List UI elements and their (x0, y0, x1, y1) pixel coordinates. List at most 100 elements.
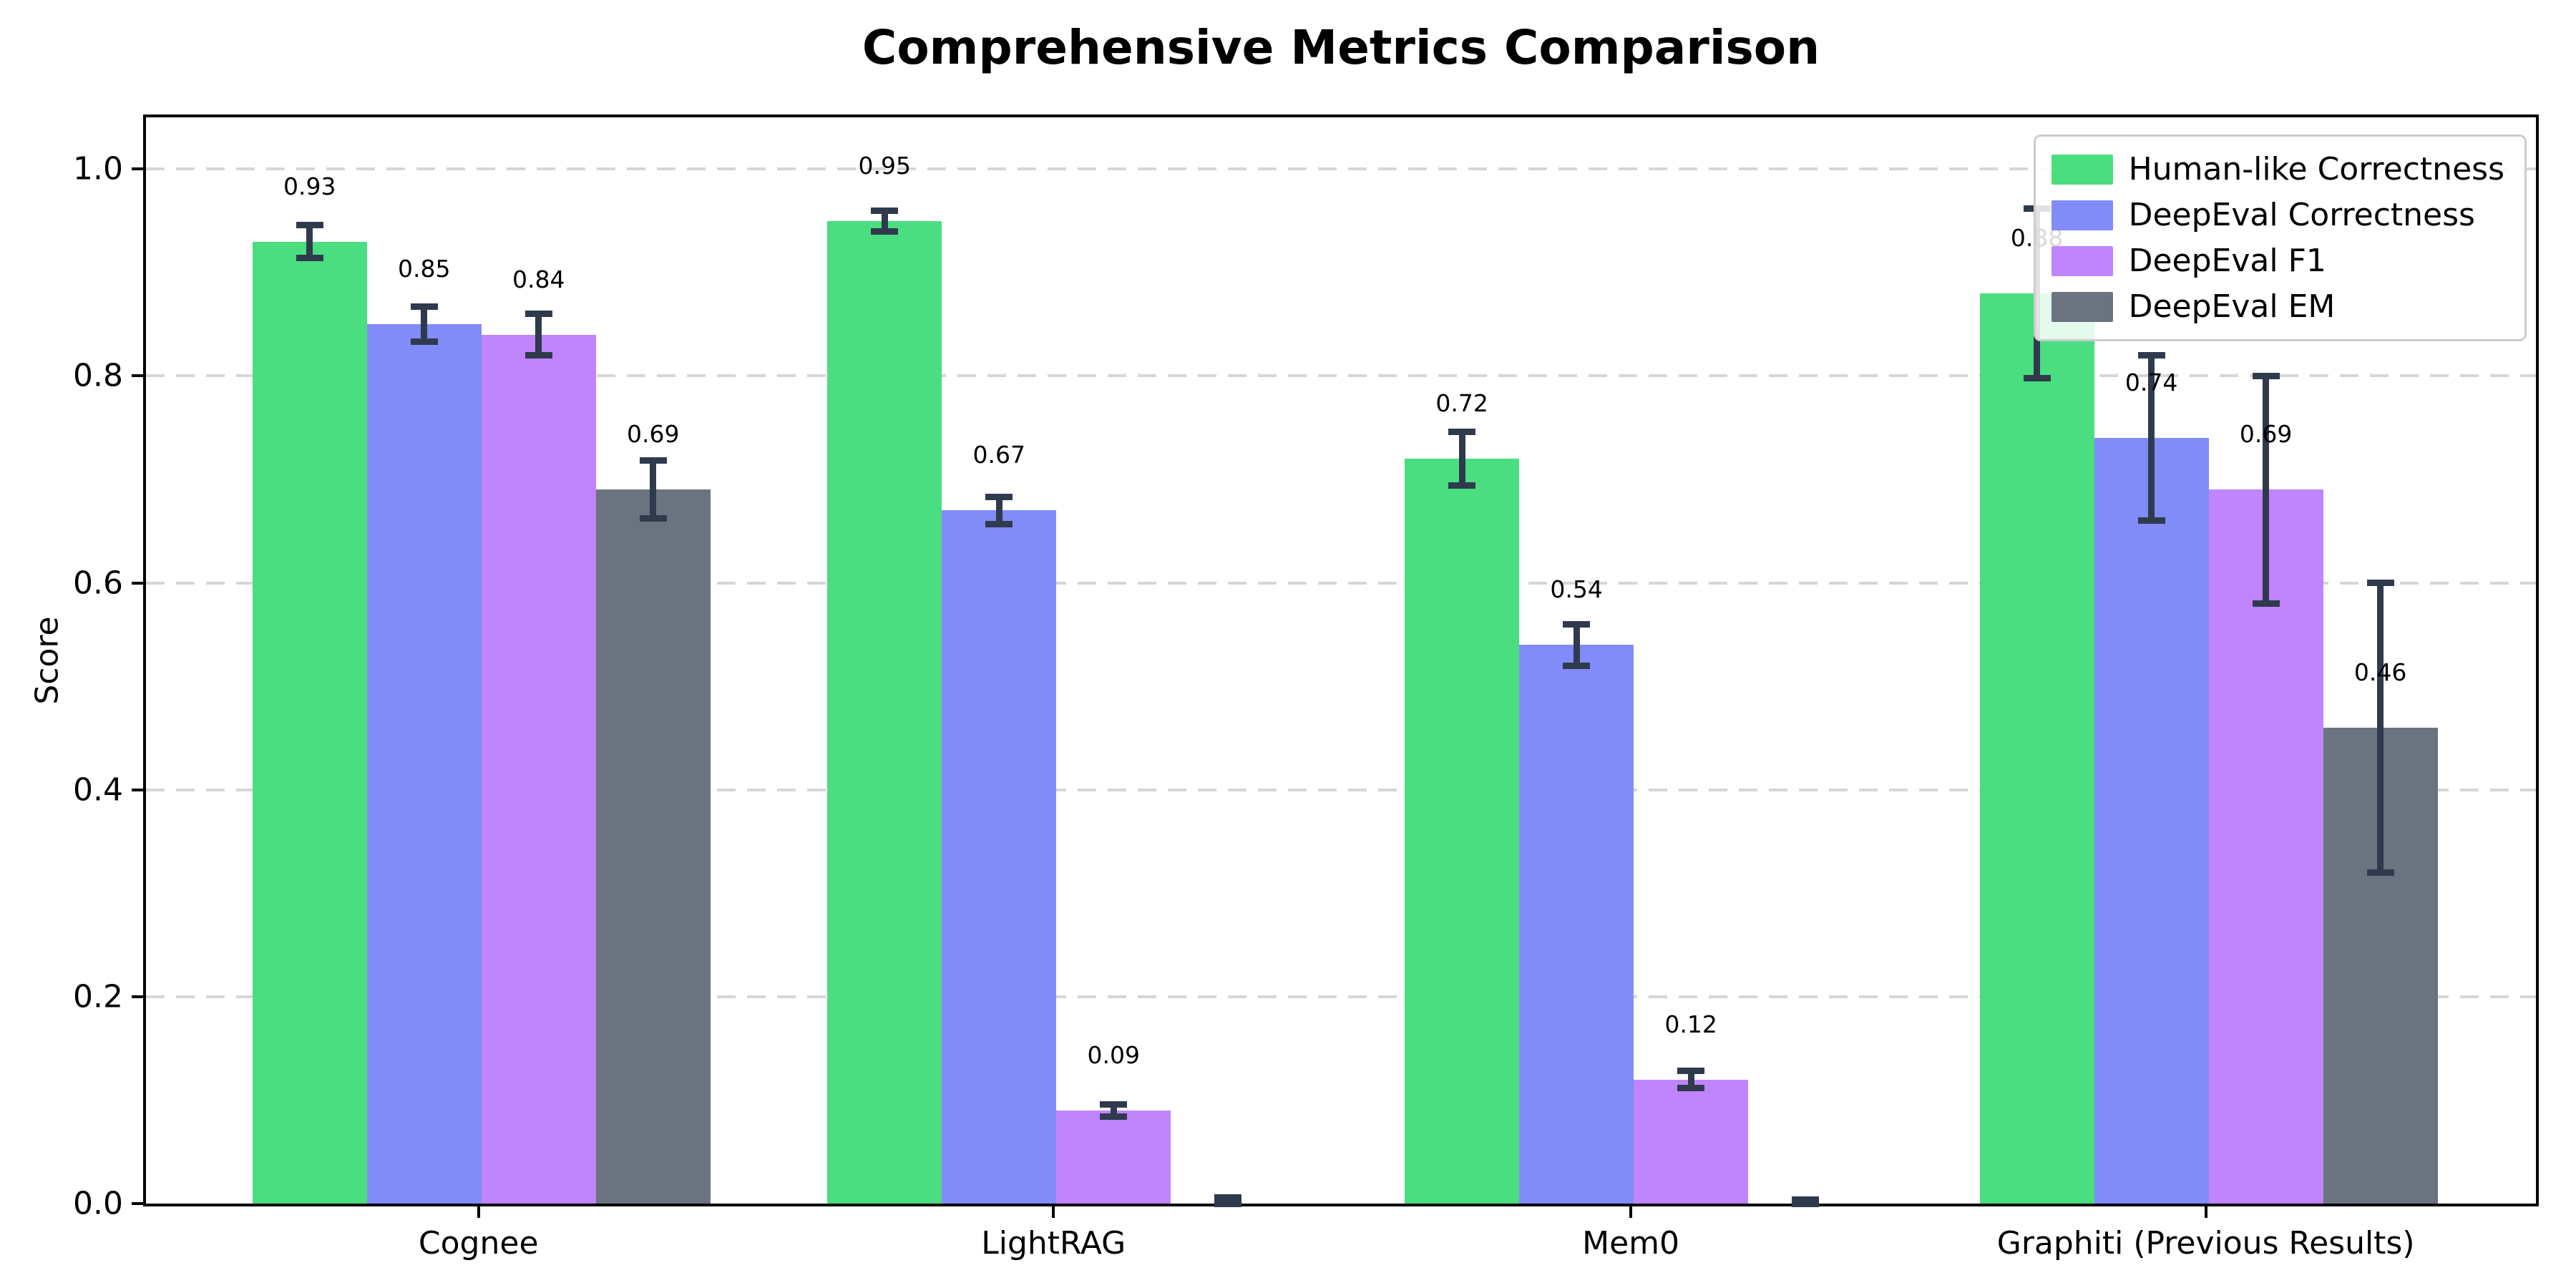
legend-swatch (2051, 154, 2113, 185)
error-bar-cap-top (2137, 352, 2165, 359)
error-bar-cap-bottom (2366, 869, 2394, 876)
error-bar-cap-top (1792, 1196, 1820, 1203)
error-bar (650, 460, 657, 519)
bar (827, 220, 942, 1204)
bar-value-label: 0.95 (858, 151, 911, 180)
error-bar-cap-top (1677, 1068, 1705, 1075)
bar-value-label: 0.84 (512, 265, 565, 293)
bar (1634, 1079, 1749, 1204)
error-bar-cap-bottom (1677, 1084, 1705, 1091)
x-axis-tick-label: Cognee (418, 1225, 539, 1262)
error-bar-cap-bottom (2137, 517, 2165, 525)
bar (1979, 293, 2094, 1204)
error-bar-cap-top (871, 207, 899, 214)
error-bar-cap-bottom (871, 228, 899, 235)
error-bar (1110, 1104, 1117, 1117)
error-bar-cap-top (296, 221, 323, 228)
y-axis-tick-label: 1.0 (73, 150, 123, 187)
x-axis-tick (1629, 1206, 1633, 1218)
error-bar (995, 497, 1002, 525)
y-axis-tick-label: 0.6 (73, 565, 123, 602)
bar (1519, 645, 1634, 1204)
error-bar-cap-bottom (410, 338, 438, 346)
error-bar-cap-bottom (296, 255, 323, 262)
error-bar-cap-top (525, 311, 552, 318)
error-bar-cap-bottom (1214, 1200, 1242, 1207)
x-axis-tick (1052, 1206, 1055, 1218)
error-bar-cap-top (985, 494, 1013, 501)
y-axis-tick (132, 995, 143, 998)
bar-value-label: 0.85 (397, 255, 451, 283)
error-bar-cap-top (1100, 1101, 1128, 1108)
legend-label: DeepEval Correctness (2128, 197, 2475, 233)
chart-title: Comprehensive Metrics Comparison (862, 20, 1820, 75)
error-bar-cap-top (1214, 1194, 1242, 1201)
bar-value-label: 0.69 (626, 420, 680, 449)
y-axis-tick-label: 0.2 (73, 978, 123, 1015)
error-bar-cap-bottom (1448, 482, 1476, 489)
y-axis-tick (132, 167, 143, 171)
legend-label: DeepEval F1 (2128, 243, 2326, 279)
bar-value-label: 0.74 (2124, 369, 2178, 397)
error-bar-cap-bottom (525, 352, 552, 359)
y-axis-title: Score (29, 616, 66, 705)
y-axis-tick (132, 1202, 143, 1205)
bar (1056, 1110, 1171, 1204)
bar-value-label: 0.69 (2239, 420, 2293, 449)
bar (2094, 438, 2209, 1204)
bar (1405, 459, 1520, 1204)
error-bar (881, 210, 888, 232)
bar-value-label: 0.67 (972, 441, 1025, 469)
bar-value-label: 0.72 (1435, 389, 1488, 418)
legend-item: DeepEval F1 (2051, 243, 2504, 279)
error-bar (2263, 376, 2270, 604)
error-bar (1573, 624, 1580, 666)
legend-swatch (2051, 291, 2113, 322)
error-bar-cap-bottom (2023, 374, 2051, 381)
y-axis-tick-label: 0.8 (73, 357, 123, 394)
error-bar-cap-top (2366, 580, 2394, 587)
legend-label: Human-like Correctness (2128, 151, 2504, 187)
x-axis-tick-label: Mem0 (1582, 1225, 1680, 1262)
bar (252, 241, 367, 1204)
y-axis-tick-label: 0.0 (73, 1185, 123, 1222)
error-bar-cap-top (639, 457, 667, 464)
bar (481, 334, 596, 1204)
legend-swatch (2051, 200, 2113, 230)
error-bar (306, 225, 313, 258)
error-bar (2148, 355, 2155, 521)
legend-label: DeepEval EM (2128, 288, 2336, 325)
error-bar (535, 313, 542, 356)
bar-value-label: 0.09 (1087, 1040, 1140, 1069)
x-axis-tick (2204, 1206, 2207, 1218)
gridline (146, 167, 2536, 171)
y-axis-tick (132, 581, 143, 585)
bar (595, 489, 711, 1204)
error-bar (421, 306, 428, 342)
error-bar-cap-top (1563, 620, 1591, 628)
error-bar-cap-bottom (639, 515, 667, 522)
error-bar (1687, 1070, 1694, 1088)
legend-item: Human-like Correctness (2051, 151, 2504, 187)
y-axis-tick (132, 788, 143, 791)
legend-swatch (2051, 245, 2113, 276)
error-bar-cap-bottom (1100, 1113, 1128, 1121)
error-bar-cap-top (410, 303, 438, 311)
gridline (146, 374, 2536, 378)
error-bar-cap-bottom (1792, 1200, 1820, 1207)
bar (366, 324, 482, 1204)
error-bar-cap-top (2252, 372, 2280, 379)
legend: Human-like Correctness DeepEval Correctne… (2033, 135, 2527, 341)
bar (942, 510, 1057, 1204)
plot-area: 0.930.950.720.880.850.670.540.740.840.09… (143, 114, 2539, 1207)
error-bar-cap-bottom (1563, 662, 1591, 669)
x-axis-tick-label: Graphiti (Previous Results) (1996, 1225, 2415, 1262)
legend-item: DeepEval Correctness (2051, 197, 2504, 233)
error-bar (2377, 582, 2384, 873)
bar-value-label: 0.54 (1550, 575, 1603, 604)
error-bar-cap-top (1448, 429, 1476, 435)
y-axis-tick-label: 0.4 (73, 771, 123, 809)
gridline (146, 788, 2536, 791)
bar-value-label: 0.93 (283, 172, 336, 200)
legend-item: DeepEval EM (2051, 288, 2504, 325)
